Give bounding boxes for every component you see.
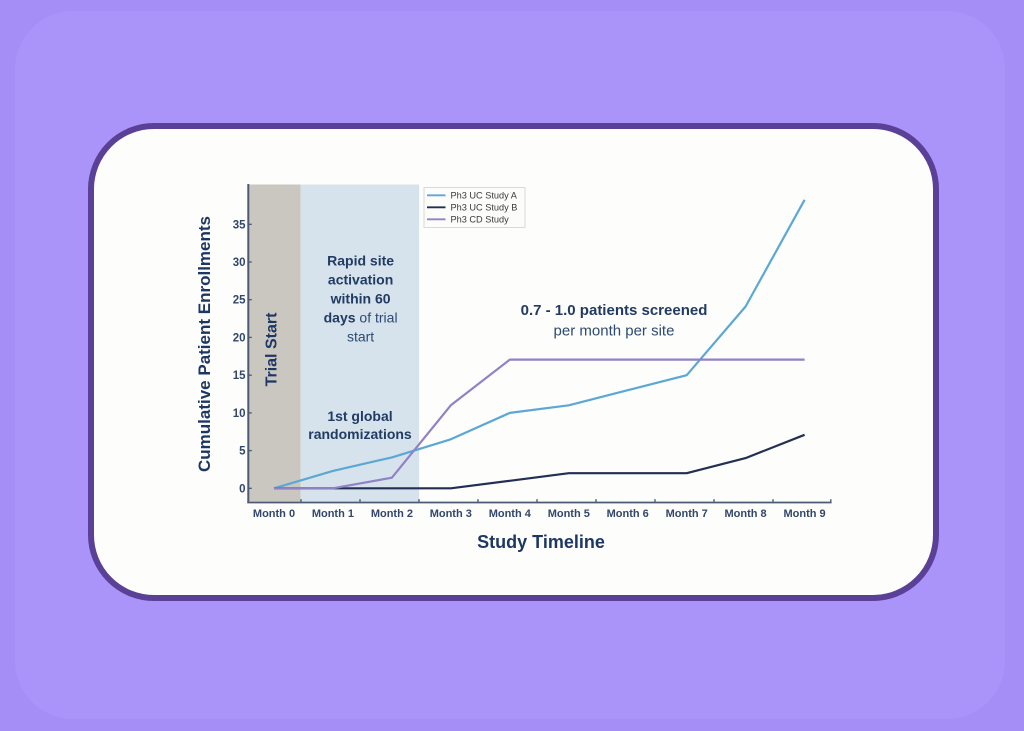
svg-text:Month 5: Month 5 (548, 508, 590, 520)
svg-text:Month 1: Month 1 (312, 508, 354, 520)
svg-text:Month 2: Month 2 (371, 508, 413, 520)
svg-text:Trial Start: Trial Start (264, 312, 281, 386)
svg-text:Month 3: Month 3 (430, 508, 472, 520)
svg-text:activation: activation (328, 272, 393, 288)
svg-text:Ph3 UC Study A: Ph3 UC Study A (451, 190, 518, 200)
svg-text:days of trial: days of trial (324, 310, 398, 326)
svg-text:25: 25 (233, 295, 246, 307)
svg-text:start: start (347, 329, 374, 345)
svg-text:randomizations: randomizations (308, 426, 412, 442)
svg-text:10: 10 (233, 408, 246, 420)
svg-text:1st global: 1st global (327, 408, 392, 424)
svg-text:5: 5 (239, 446, 246, 458)
svg-text:20: 20 (233, 332, 246, 344)
svg-text:Month 7: Month 7 (666, 508, 708, 520)
svg-text:Month 4: Month 4 (489, 508, 532, 520)
svg-text:35: 35 (233, 219, 246, 231)
svg-text:Month 9: Month 9 (784, 508, 826, 520)
svg-text:per month per site: per month per site (554, 323, 675, 340)
svg-text:within 60: within 60 (330, 291, 391, 307)
svg-text:Rapid site: Rapid site (327, 253, 394, 269)
svg-text:Ph3 UC Study B: Ph3 UC Study B (451, 202, 518, 212)
svg-text:Month 6: Month 6 (607, 508, 649, 520)
svg-text:Month 0: Month 0 (253, 508, 295, 520)
svg-text:Cumulative Patient Enrollments: Cumulative Patient Enrollments (195, 216, 214, 472)
svg-text:Month 8: Month 8 (725, 508, 767, 520)
svg-text:Ph3 CD Study: Ph3 CD Study (451, 214, 510, 224)
svg-text:30: 30 (233, 257, 246, 269)
svg-text:0.7 - 1.0 patients screened: 0.7 - 1.0 patients screened (521, 302, 708, 319)
svg-text:0: 0 (239, 483, 245, 495)
svg-text:Study Timeline: Study Timeline (477, 532, 605, 552)
svg-text:15: 15 (233, 370, 246, 382)
